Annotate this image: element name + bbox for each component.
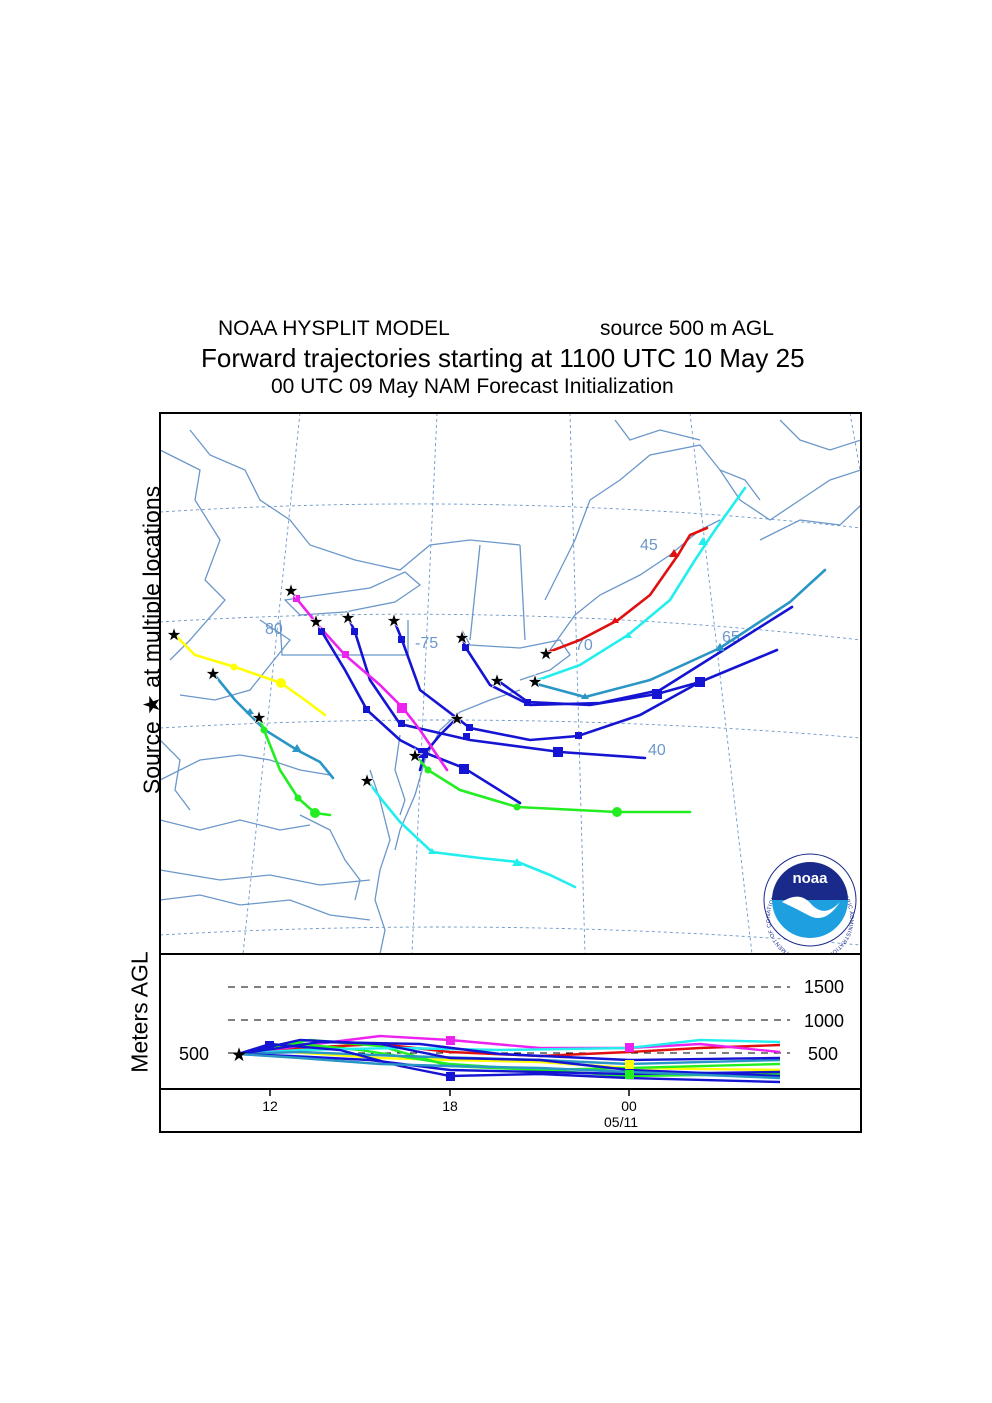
trajectory-steel-east	[531, 568, 827, 699]
svg-text:noaa: noaa	[792, 870, 828, 887]
source-star-icon: ★	[358, 771, 375, 792]
trajectory-blue-5	[314, 619, 522, 805]
source-star-icon: ★	[526, 672, 543, 693]
time-axis: 12 18 00 05/11	[159, 1088, 862, 1133]
latlon-grid	[160, 413, 861, 954]
grid-label-40: 40	[648, 742, 666, 759]
map-panel: 80 -75 70 65 45 40	[0, 0, 862, 962]
model-title: NOAA HYSPLIT MODEL	[218, 317, 450, 340]
level-label-500: 500	[808, 1044, 838, 1064]
source-star-icon: ★	[448, 709, 465, 730]
trajectory-cyan-south	[365, 778, 577, 889]
trajectory-markers	[230, 537, 725, 866]
source-star-icon: ★	[165, 625, 182, 646]
grid-label-75: -75	[415, 635, 438, 652]
source-star-icon: ★	[537, 644, 554, 665]
level-label-1000: 1000	[804, 1011, 844, 1031]
source-stars: ★ ★ ★ ★ ★ ★ ★ ★ ★ ★ ★ ★ ★ ★	[165, 581, 555, 793]
level-label-1500: 1500	[804, 977, 844, 997]
main-title: Forward trajectories starting at 1100 UT…	[201, 343, 805, 373]
grid-label-80: 80	[265, 621, 283, 638]
trajectory-blue-3	[392, 618, 702, 742]
source-height-title: source 500 m AGL	[600, 317, 774, 340]
x-tick-00: 00	[621, 1098, 637, 1114]
date-label: 05/11	[604, 1114, 638, 1130]
source-star-icon: ★	[204, 664, 221, 685]
trajectory-blue-1	[495, 648, 779, 707]
trajectory-magenta	[289, 588, 449, 772]
source-star-icon: ★	[488, 671, 505, 692]
trajectory-cyan-ne	[533, 486, 747, 683]
height-panel: 1500 1000 500 500 ★	[159, 953, 862, 1090]
trajectory-blue-6	[418, 716, 459, 772]
trajectory-yellow	[172, 632, 327, 717]
trajectories	[172, 486, 827, 889]
source-star-icon: ★	[307, 612, 324, 633]
source-star-icon: ★	[339, 608, 356, 629]
forecast-subtitle: 00 UTC 09 May NAM Forecast Initializatio…	[271, 375, 674, 398]
source-star-icon: ★	[250, 708, 267, 729]
source-star-icon: ★	[282, 581, 299, 602]
trajectory-red	[544, 526, 709, 655]
x-tick-18: 18	[442, 1098, 458, 1114]
source-star-icon: ★	[453, 628, 470, 649]
trajectory-steel-west	[211, 671, 335, 780]
source-height-label: 500	[179, 1044, 209, 1064]
x-tick-12: 12	[262, 1098, 278, 1114]
source-star-icon: ★	[406, 746, 423, 767]
source-star-icon: ★	[385, 611, 402, 632]
grid-label-45: 45	[640, 537, 658, 554]
source-star-icon: ★	[230, 1045, 247, 1066]
